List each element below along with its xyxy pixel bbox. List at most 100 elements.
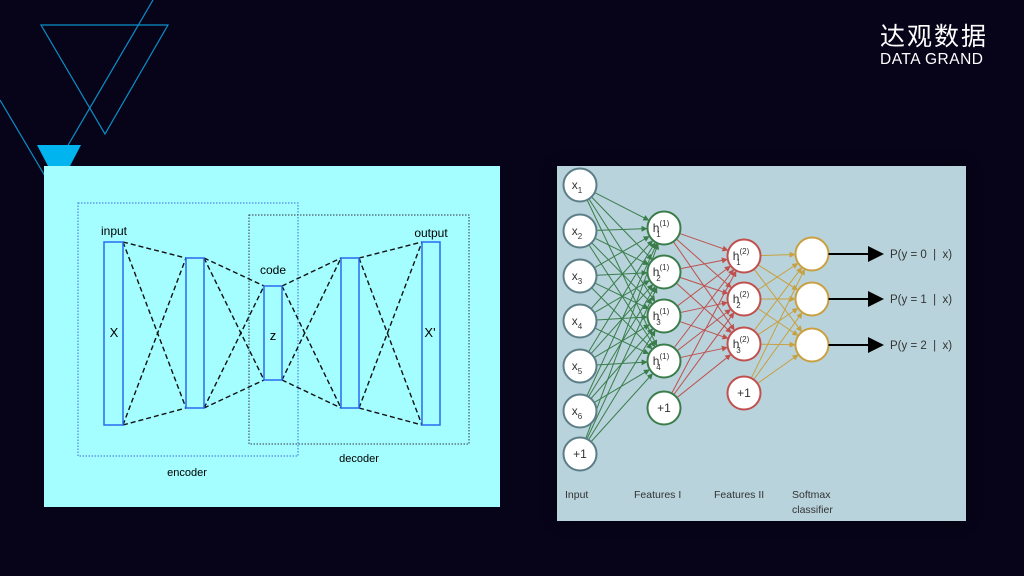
softmax-node: [794, 327, 830, 363]
network-edge: [673, 312, 735, 395]
network-edge: [671, 270, 737, 394]
network-edge: [680, 345, 728, 359]
features1-node: [646, 210, 682, 246]
input-node: [562, 303, 598, 339]
neural-network-diagram: x1 x2 x3 x4 x5 x6 +1 h(1) 1 h(1) 2 h(1) 3 h(1) 4 +1 h(2)…: [557, 166, 966, 521]
features2-node: [726, 326, 762, 362]
decorative-triangles: [0, 0, 170, 177]
network-edge: [591, 196, 653, 261]
input-node: [562, 258, 598, 294]
network-edge: [757, 264, 799, 291]
code-label: code: [260, 263, 286, 277]
outline-triangle: [39, 24, 170, 136]
features1-node: [646, 298, 682, 334]
network-edge: [596, 225, 648, 232]
z-label: z: [270, 328, 277, 343]
input-node-label: x1: [572, 178, 583, 195]
x-label: X: [110, 325, 119, 340]
dashed-connection: [358, 241, 423, 409]
features2-node: [726, 238, 762, 274]
network-edge: [590, 239, 654, 310]
x-prime-label: X': [424, 325, 435, 340]
output-probability-label: P(y = 0 | x): [890, 249, 952, 261]
features1-node-label: h(1) 3: [653, 307, 670, 327]
network-edge: [588, 241, 656, 353]
decoder-label: decoder: [339, 453, 379, 465]
dashed-connection: [281, 379, 342, 409]
dashed-connection: [281, 257, 342, 381]
layer-label-softmax: Softmax: [792, 489, 831, 501]
features2-node: [726, 281, 762, 317]
network-edge: [673, 268, 735, 349]
input-node-label: x4: [572, 314, 583, 331]
dashed-connection: [203, 257, 265, 287]
softmax-node: [794, 281, 830, 317]
dashed-connection: [203, 379, 265, 409]
decoder-hidden-bar: [340, 257, 360, 409]
features1-node: [646, 343, 682, 379]
output-probability-label: P(y = 2 | x): [890, 340, 952, 352]
network-edge: [676, 308, 732, 352]
network-edge: [757, 354, 799, 384]
logo: 达观数据 DATA GRAND: [880, 22, 988, 68]
output-probability-label: P(y = 1 | x): [890, 294, 952, 306]
features1-node: [646, 390, 682, 426]
input-node: [562, 213, 598, 249]
network-edge: [753, 266, 803, 332]
input-node: [562, 167, 598, 203]
network-edge: [676, 353, 732, 399]
features2-node-label: h(2) 2: [733, 290, 750, 310]
network-edge: [594, 192, 650, 221]
features1-node: [646, 254, 682, 290]
dashed-connection: [281, 257, 342, 287]
decoder-box: [248, 214, 470, 445]
features1-node-label: h(1) 2: [653, 263, 670, 283]
features1-node-label: h(1) 4: [653, 352, 670, 372]
network-edge: [680, 257, 728, 270]
network-edge: [593, 369, 651, 403]
input-label: input: [101, 224, 128, 238]
input-node-label: x5: [572, 359, 583, 376]
dashed-connection: [358, 241, 423, 259]
network-edge: [680, 300, 728, 314]
network-edge: [585, 243, 659, 439]
dashed-connection: [203, 257, 265, 381]
output-label: output: [414, 226, 448, 240]
network-edge: [757, 307, 799, 336]
input-node-label: x6: [572, 404, 583, 421]
encoder-box: [77, 202, 299, 457]
input-layer-bar: [103, 241, 124, 426]
network-edge: [757, 262, 799, 291]
layer-label-features1: Features I: [634, 489, 681, 501]
softmax-node: [794, 236, 830, 272]
dashed-connection: [122, 241, 187, 259]
network-edge: [750, 268, 806, 379]
network-edge: [760, 341, 796, 348]
input-node: [562, 436, 598, 472]
dashed-connection: [358, 257, 423, 426]
features1-node-label: +1: [657, 401, 671, 415]
encoder-label: encoder: [167, 467, 207, 479]
dashed-connection: [358, 407, 423, 426]
layer-label-input: Input: [565, 489, 588, 501]
network-edge: [586, 286, 658, 440]
network-edge: [594, 235, 650, 269]
network-edge: [586, 242, 658, 397]
network-edge: [760, 251, 796, 258]
layer-label-features2: Features II: [714, 489, 764, 501]
network-edge: [676, 265, 732, 307]
input-node-label: x3: [572, 269, 583, 286]
encoder-hidden-bar: [185, 257, 205, 409]
diagonal-line: [0, 99, 46, 177]
input-node: [562, 348, 598, 384]
diagonal-line: [66, 0, 154, 148]
features2-node-label: +1: [737, 386, 751, 400]
network-edge: [590, 372, 654, 443]
logo-chinese: 达观数据: [880, 22, 989, 51]
dashed-connection: [281, 285, 342, 409]
dashed-connection: [122, 257, 187, 426]
input-node-label: x2: [572, 224, 583, 241]
features2-node: [726, 375, 762, 411]
input-node-label: +1: [573, 447, 587, 461]
features1-node-label: h(1) 1: [653, 219, 670, 239]
